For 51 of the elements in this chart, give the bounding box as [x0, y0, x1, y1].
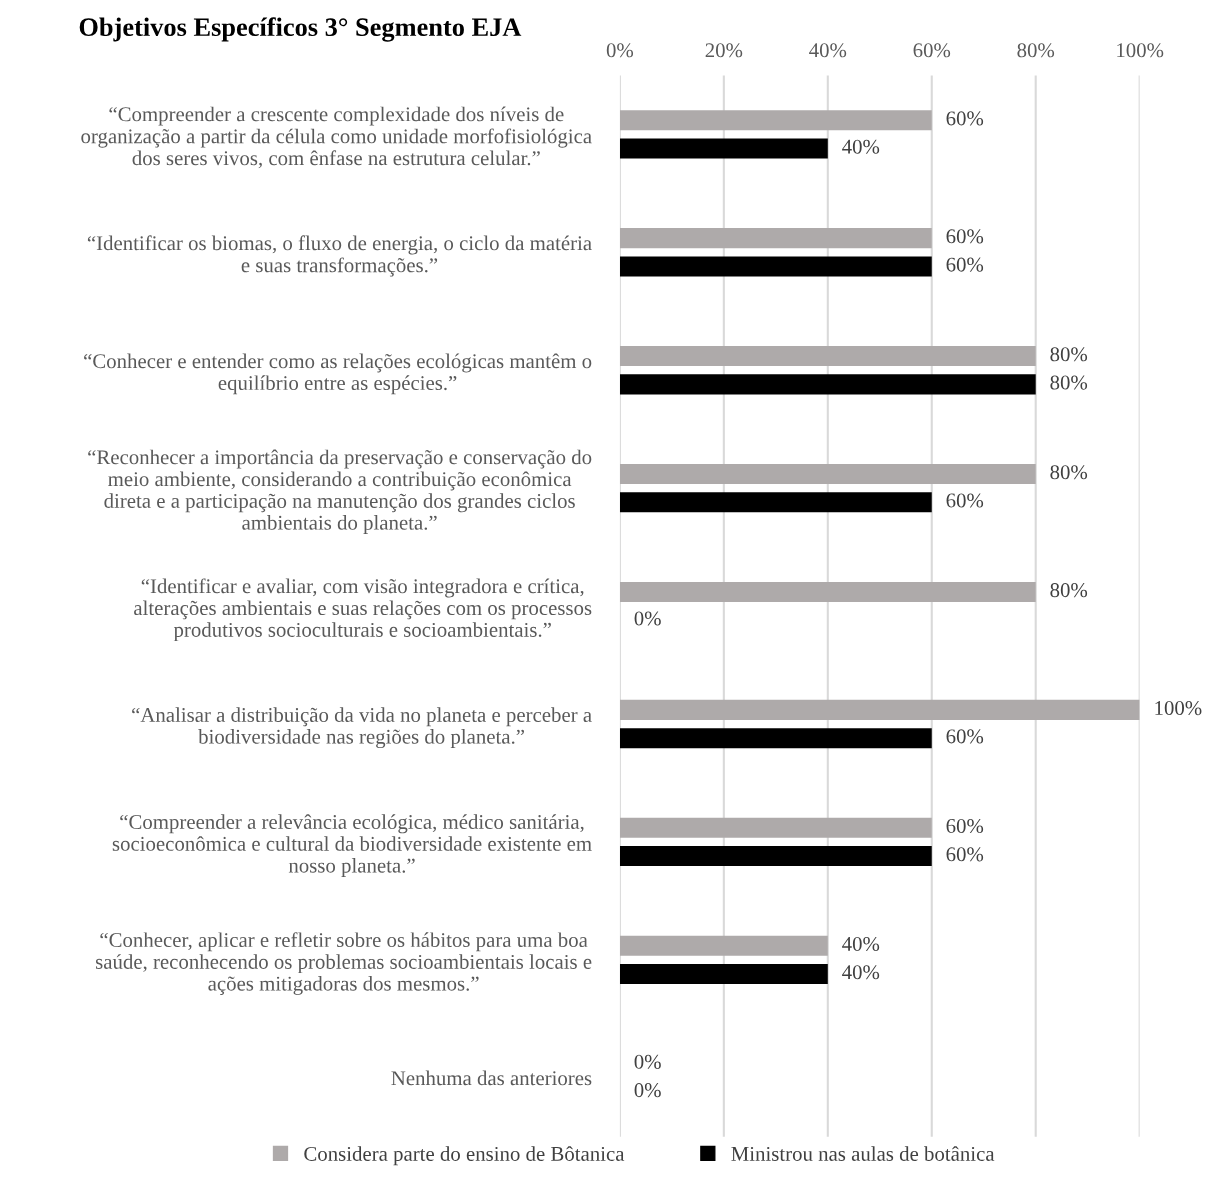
data-label: 0%: [634, 1083, 661, 1098]
x-tick-label: 60%: [913, 43, 951, 58]
data-label: 80%: [1050, 375, 1088, 390]
data-label: 60%: [946, 229, 984, 244]
y-tick-label: “Compreender a crescente complexidade dos níveis de organização a partir da célula como unidade morfofisiológica dos seres vivos, com ênfase na estrutura celular.”: [81, 106, 592, 169]
data-label: 40%: [842, 139, 880, 154]
data-label: 60%: [946, 257, 984, 272]
legend-label: Considera parte do ensino de Bôtanica: [304, 1146, 625, 1166]
bar: [619, 228, 932, 249]
bar: [619, 463, 1036, 485]
y-tick-label: “Identificar os biomas, o fluxo de energia, o ciclo da matéria e suas transformações.”: [87, 235, 592, 277]
bar: [619, 935, 828, 956]
bar: [619, 728, 932, 749]
y-tick-label: “Compreender a relevância ecológica, médico sanitária, socioeconômica e cultural da biodiversidade existente em nosso planeta.”: [112, 814, 592, 877]
y-tick-label: “Analisar a distribuição da vida no planeta e perceber a biodiversidade nas regiões do planeta.”: [132, 707, 592, 749]
x-tick-label: 0%: [606, 43, 634, 58]
data-label: 60%: [946, 818, 984, 834]
bar: [619, 374, 1036, 395]
data-label: 40%: [842, 965, 880, 980]
data-label: 40%: [842, 936, 880, 952]
bar: [619, 817, 932, 838]
legend-label: Ministrou nas aulas de botânica: [731, 1146, 995, 1161]
data-label: 0%: [634, 1054, 661, 1069]
x-tick-label: 20%: [705, 43, 743, 58]
data-label: 80%: [1050, 347, 1088, 362]
bar: [619, 964, 828, 985]
data-label: 60%: [946, 729, 984, 744]
x-tick-label: 40%: [809, 43, 847, 58]
bar: [619, 492, 932, 513]
bar: [619, 138, 828, 159]
y-tick-label: “Identificar e avaliar, com visão integradora e crítica, alterações ambientais e suas relações com os processos produtivos socioculturais e socioambientais.”: [134, 578, 592, 642]
bar: [619, 846, 932, 867]
y-tick-label: “Conhecer, aplicar e refletir sobre os hábitos para uma boa saúde, reconhecendo os problemas socioambientais locais e ações mitigadoras dos mesmos.”: [96, 932, 592, 995]
bar: [619, 581, 1036, 602]
bar: [619, 110, 932, 131]
y-tick-label: “Reconhecer a importância da preservação e conservação do meio ambiente, considerando a contribuição econômica direta e a participação na manutenção dos grandes ciclos ambientais do planeta.”: [88, 449, 592, 535]
y-tick-label: Nenhuma das anteriores: [391, 1070, 592, 1086]
bar: [619, 346, 1036, 367]
data-label: 60%: [946, 111, 984, 126]
x-tick-label: 100%: [1117, 43, 1164, 58]
bar: [619, 699, 1140, 720]
data-label: 100%: [1155, 701, 1202, 716]
y-tick-label: “Conhecer e entender como as relações ecológicas mantêm o equilíbrio entre as espécies.”: [84, 353, 592, 395]
bar: [619, 256, 932, 277]
x-tick-label: 80%: [1017, 43, 1055, 58]
data-label: 60%: [946, 493, 984, 508]
text: Objetivos Específicos 3° Segmento EJA: [79, 17, 522, 42]
data-label: 60%: [946, 847, 984, 862]
data-label: 0%: [634, 611, 661, 626]
data-label: 80%: [1050, 583, 1088, 598]
data-label: 80%: [1050, 465, 1088, 480]
